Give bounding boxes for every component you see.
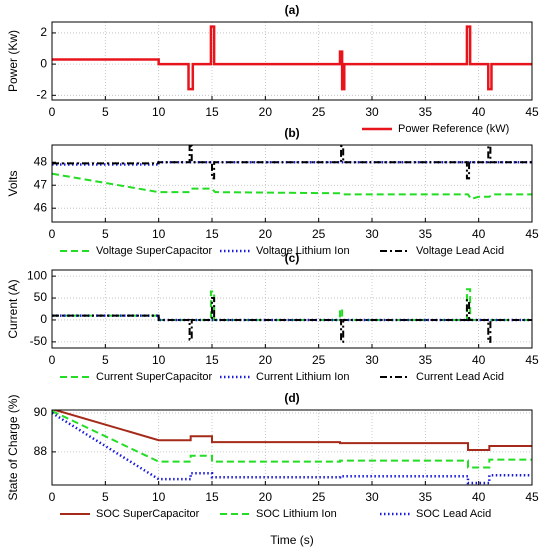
plot-frame [51,269,533,349]
x-tick-label: 15 [205,227,219,241]
data-line [52,145,532,180]
legend-label: SOC Lithium Ion [256,508,337,520]
legend-label: Current SuperCapacitor [96,371,213,383]
x-tick-label: 35 [419,227,433,241]
x-tick-label: 0 [49,227,56,241]
x-tick-label: 20 [259,227,273,241]
legend-label: SOC Lead Acid [416,508,491,520]
x-tick-label: 45 [525,353,539,367]
legend-label: Current Lead Acid [416,371,504,383]
panel-title: (d) [284,391,299,405]
x-tick-label: 20 [259,105,273,119]
x-tick-label: 35 [419,353,433,367]
plot-area [52,410,532,485]
panel-title: (c) [285,251,300,265]
legend-label: Voltage Lead Acid [416,245,504,257]
y-axis-label: Volts [6,170,20,196]
y-tick-label: 0 [40,56,47,70]
x-tick-label: 15 [205,490,219,504]
plot-area [52,22,532,100]
y-tick-label: 47 [34,177,48,191]
x-tick-label: 30 [365,105,379,119]
y-tick-label: 48 [34,154,48,168]
x-tick-label: 20 [259,353,273,367]
x-tick-label: 40 [472,490,486,504]
plot-area [52,145,532,222]
legend-label: SOC SuperCapacitor [96,508,200,520]
x-tick-label: 30 [365,227,379,241]
x-tick-label: 15 [205,105,219,119]
plot-frame [51,21,533,101]
x-tick-label: 0 [49,353,56,367]
x-tick-label: 25 [312,490,326,504]
x-tick-label: 20 [259,490,273,504]
y-tick-label: -2 [36,87,47,101]
legend-label: Current Lithium Ion [256,371,350,383]
x-tick-label: 10 [152,105,166,119]
x-tick-label: 5 [102,490,109,504]
legend-label: Voltage Lithium Ion [256,245,350,257]
x-tick-label: 30 [365,490,379,504]
data-line [52,25,532,91]
x-tick-label: 5 [102,353,109,367]
x-tick-label: 25 [312,353,326,367]
x-tick-label: 25 [312,227,326,241]
x-tick-label: 25 [312,105,326,119]
data-line [52,297,532,343]
plot-area [52,270,532,348]
x-tick-label: 35 [419,490,433,504]
x-tick-label: 10 [152,227,166,241]
x-tick-label: 10 [152,353,166,367]
y-tick-label: 50 [34,290,48,304]
y-tick-label: 90 [34,405,48,419]
plot-frame [51,144,533,223]
x-tick-label: 15 [205,353,219,367]
x-tick-label: 35 [419,105,433,119]
x-tick-label: 30 [365,353,379,367]
x-tick-label: 45 [525,227,539,241]
plot-frame [51,409,533,486]
legend-label: Voltage SuperCapacitor [96,245,213,257]
y-tick-label: 2 [40,25,47,39]
x-tick-label: 10 [152,490,166,504]
x-tick-label: 40 [472,227,486,241]
x-axis-label: Time (s) [270,533,314,547]
y-tick-label: 46 [34,200,48,214]
y-tick-label: -50 [30,334,48,348]
y-tick-label: 100 [27,268,47,282]
x-tick-label: 45 [525,105,539,119]
x-tick-label: 45 [525,490,539,504]
y-axis-label: Current (A) [6,279,20,338]
x-tick-label: 5 [102,227,109,241]
x-tick-label: 40 [472,105,486,119]
data-line [52,410,532,469]
panel-title: (a) [285,3,300,17]
panel-title: (b) [284,126,299,140]
data-line [52,172,532,201]
y-tick-label: 88 [34,444,48,458]
y-axis-label: State of Charge (%) [6,394,20,500]
y-axis-label: Power (Kw) [6,30,20,92]
x-tick-label: 5 [102,105,109,119]
x-tick-label: 0 [49,490,56,504]
legend-label: Power Reference (kW) [398,123,509,135]
x-tick-label: 0 [49,105,56,119]
data-line [52,411,532,485]
y-tick-label: 0 [40,312,47,326]
x-tick-label: 40 [472,353,486,367]
data-line [52,410,532,451]
